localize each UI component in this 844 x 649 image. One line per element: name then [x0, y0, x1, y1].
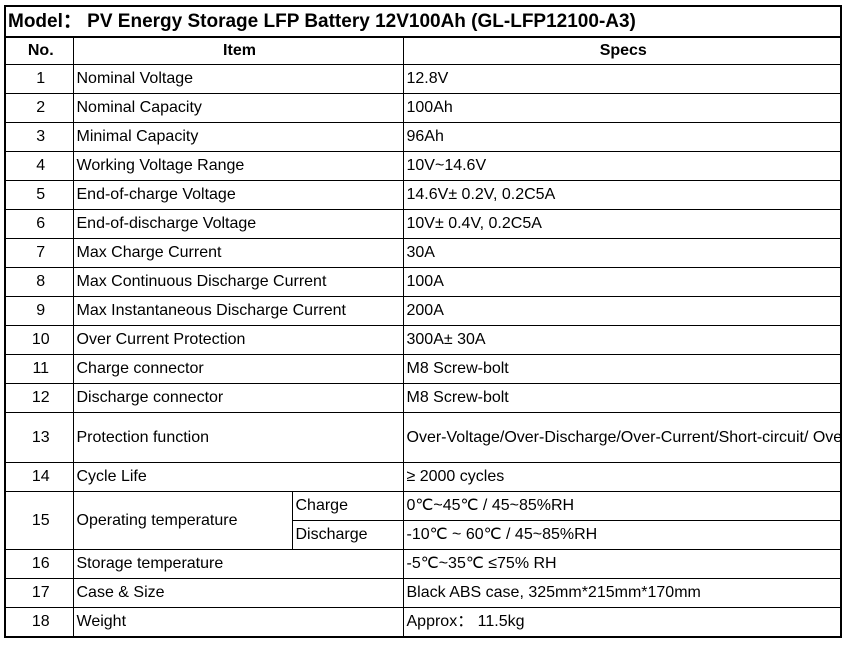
item-name: Protection function: [72, 412, 404, 463]
spec-value: M8 Screw-bolt: [402, 383, 842, 413]
item-name: Storage temperature: [72, 549, 404, 579]
table-row: 16 Storage temperature -5℃~35℃ ≤75% RH: [4, 549, 842, 579]
row-number: 9: [4, 296, 74, 326]
spec-value: 12.8V: [402, 64, 842, 94]
spec-value: Black ABS case, 325mm*215mm*170mm: [402, 578, 842, 608]
row-number: 6: [4, 209, 74, 239]
item-name: Weight: [72, 607, 404, 638]
item-name: Minimal Capacity: [72, 122, 404, 152]
title-row: Model： PV Energy Storage LFP Battery 12V…: [4, 5, 842, 38]
table-row: 6 End-of-discharge Voltage 10V± 0.4V, 0.2C…: [4, 209, 842, 239]
table-row: 9 Max Instantaneous Discharge Current 200A: [4, 296, 842, 326]
row-number: 17: [4, 578, 74, 608]
spec-value-charge: 0℃~45℃ / 45~85%RH: [402, 491, 842, 521]
table-row: 8 Max Continuous Discharge Current 100A: [4, 267, 842, 297]
spec-value: 300A± 30A: [402, 325, 842, 355]
spec-value: 10V± 0.4V, 0.2C5A: [402, 209, 842, 239]
spec-value: 10V~14.6V: [402, 151, 842, 181]
row-number: 13: [4, 412, 74, 463]
row-number: 12: [4, 383, 74, 413]
item-name: End-of-discharge Voltage: [72, 209, 404, 239]
table-row: 1 Nominal Voltage 12.8V: [4, 64, 842, 94]
table-row: 17 Case & Size Black ABS case, 325mm*215mm…: [4, 578, 842, 608]
row-number: 4: [4, 151, 74, 181]
table-row: 5 End-of-charge Voltage 14.6V± 0.2V, 0.2C5…: [4, 180, 842, 210]
row-number: 8: [4, 267, 74, 297]
row-number: 11: [4, 354, 74, 384]
table-row: 11 Charge connector M8 Screw-bolt: [4, 354, 842, 384]
item-name: Operating temperature: [72, 491, 293, 550]
spec-value: ≥ 2000 cycles: [402, 462, 842, 492]
item-name: Nominal Capacity: [72, 93, 404, 123]
sub-item-discharge: Discharge: [291, 520, 404, 550]
spec-value: 30A: [402, 238, 842, 268]
row-number: 7: [4, 238, 74, 268]
item-name: Charge connector: [72, 354, 404, 384]
spec-value: 14.6V± 0.2V, 0.2C5A: [402, 180, 842, 210]
table-row: 12 Discharge connector M8 Screw-bolt: [4, 383, 842, 413]
spec-value: 100Ah: [402, 93, 842, 123]
spec-value: Approx： 11.5kg: [402, 607, 842, 638]
item-name: Discharge connector: [72, 383, 404, 413]
table-row: 18 Weight Approx： 11.5kg: [4, 607, 842, 638]
table-row: 10 Over Current Protection 300A± 30A: [4, 325, 842, 355]
table-row: 7 Max Charge Current 30A: [4, 238, 842, 268]
header-row: No. Item Specs: [4, 36, 842, 65]
row-number: 2: [4, 93, 74, 123]
table-row: 2 Nominal Capacity 100Ah: [4, 93, 842, 123]
header-no: No.: [4, 36, 74, 65]
row-number: 18: [4, 607, 74, 638]
spec-value: 96Ah: [402, 122, 842, 152]
table-row: 13 Protection function Over-Voltage/Over-D…: [4, 412, 842, 463]
spec-value: 200A: [402, 296, 842, 326]
item-name: Over Current Protection: [72, 325, 404, 355]
row-number: 5: [4, 180, 74, 210]
table-row: 14 Cycle Life ≥ 2000 cycles: [4, 462, 842, 492]
spec-value: -5℃~35℃ ≤75% RH: [402, 549, 842, 579]
item-name: Case & Size: [72, 578, 404, 608]
spec-value: M8 Screw-bolt: [402, 354, 842, 384]
item-name: Cycle Life: [72, 462, 404, 492]
spec-table-body: Model： PV Energy Storage LFP Battery 12V…: [4, 5, 842, 638]
row-number: 10: [4, 325, 74, 355]
row-number: 14: [4, 462, 74, 492]
spec-value-discharge: -10℃ ~ 60℃ / 45~85%RH: [402, 520, 842, 550]
row-number: 3: [4, 122, 74, 152]
row-number: 1: [4, 64, 74, 94]
item-name: Max Instantaneous Discharge Current: [72, 296, 404, 326]
item-name: Max Continuous Discharge Current: [72, 267, 404, 297]
header-item: Item: [72, 36, 404, 65]
item-name: Nominal Voltage: [72, 64, 404, 94]
spec-value: 100A: [402, 267, 842, 297]
sub-item-charge: Charge: [291, 491, 404, 521]
table-row: Discharge -10℃ ~ 60℃ / 45~85%RH: [5, 520, 842, 550]
item-name: Max Charge Current: [72, 238, 404, 268]
item-name: Working Voltage Range: [72, 151, 404, 181]
table-row: 3 Minimal Capacity 96Ah: [4, 122, 842, 152]
row-number: 16: [4, 549, 74, 579]
model-title: Model： PV Energy Storage LFP Battery 12V…: [4, 5, 842, 38]
item-name: End-of-charge Voltage: [72, 180, 404, 210]
spec-table: Model： PV Energy Storage LFP Battery 12V…: [4, 5, 843, 638]
spec-value: Over-Voltage/Over-Discharge/Over-Current…: [402, 412, 842, 463]
row-number: 15: [4, 491, 74, 550]
header-specs: Specs: [402, 36, 842, 65]
table-row: 4 Working Voltage Range 10V~14.6V: [4, 151, 842, 181]
table-row: 15 Operating temperature Charge 0℃~45℃ / 45…: [4, 491, 842, 550]
